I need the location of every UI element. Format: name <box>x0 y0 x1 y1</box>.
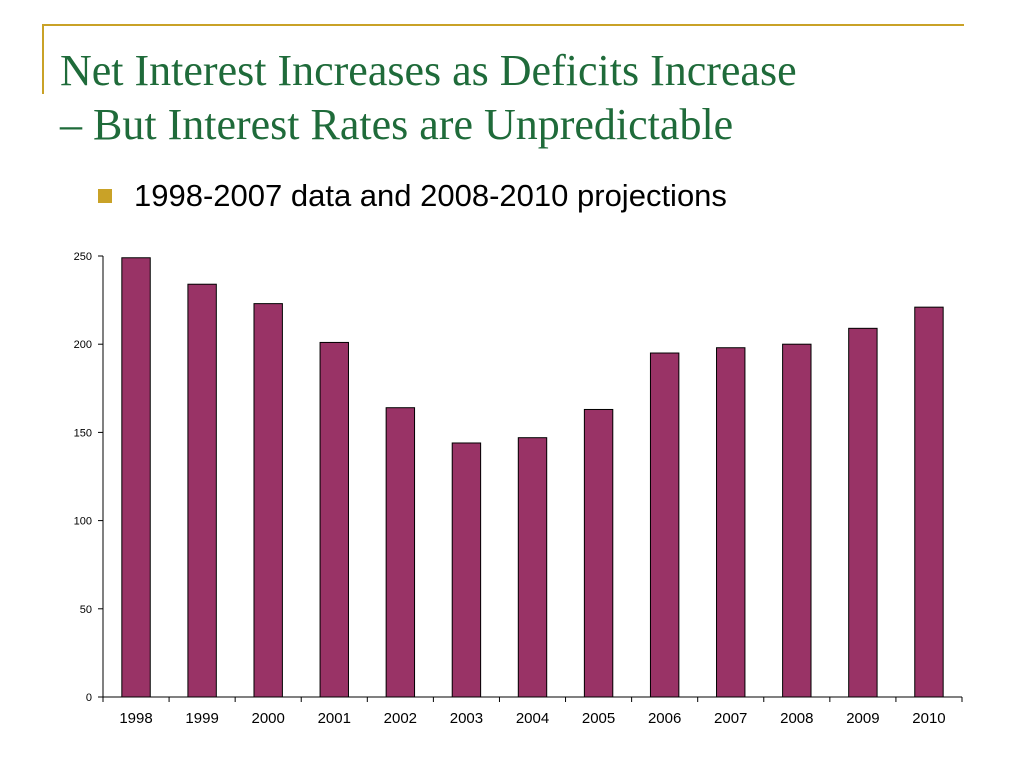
slide-title-line-2: – But Interest Rates are Unpredictable <box>60 100 734 149</box>
bar-1999 <box>187 283 217 698</box>
square-bullet-icon <box>98 189 112 203</box>
y-tick-label: 250 <box>74 251 92 263</box>
bar-2010 <box>914 306 944 698</box>
y-tick-label: 200 <box>74 339 92 351</box>
y-tick-label: 150 <box>74 427 92 439</box>
x-tick-label: 2009 <box>846 710 879 727</box>
x-tick-label: 2000 <box>252 710 285 727</box>
x-tick-label: 2002 <box>384 710 417 727</box>
bullet-text: 1998-2007 data and 2008-2010 projections <box>134 178 727 213</box>
bar-2001 <box>319 341 349 698</box>
bar-1998 <box>121 257 151 698</box>
bullet-item: 1998-2007 data and 2008-2010 projections <box>98 176 727 216</box>
bars <box>121 257 944 698</box>
x-tick-label: 2008 <box>780 710 813 727</box>
x-tick-label: 1999 <box>185 710 218 727</box>
slide-title-line-1: Net Interest Increases as Deficits Incre… <box>60 46 797 95</box>
y-tick-label: 50 <box>80 604 92 616</box>
slide-title: Net Interest Increases as Deficits Incre… <box>60 44 980 152</box>
y-tick-label: 100 <box>74 516 92 528</box>
bar-2008 <box>782 343 812 698</box>
y-tick-label: 0 <box>86 692 92 704</box>
x-tick-label: 2007 <box>714 710 747 727</box>
bar-2007 <box>716 347 746 698</box>
x-tick-label: 2010 <box>912 710 945 727</box>
y-axis: 0 50 100 150 200 250 <box>74 251 104 704</box>
bar-2009 <box>848 327 878 698</box>
x-tick-label: 2001 <box>318 710 351 727</box>
bar-2003 <box>451 442 482 698</box>
bar-2004 <box>517 437 548 698</box>
bar-2002 <box>385 407 416 698</box>
bar-2000 <box>253 303 283 698</box>
x-axis: 1998 1999 2000 2001 2002 2003 2004 2005 2006 2007… <box>102 696 963 727</box>
bar-2005 <box>583 408 614 698</box>
x-tick-label: 2005 <box>582 710 615 727</box>
accent-rule-top <box>42 24 964 26</box>
x-tick-label: 2006 <box>648 710 681 727</box>
x-tick-label: 2003 <box>450 710 483 727</box>
accent-rule-left <box>42 24 44 94</box>
x-tick-label: 2004 <box>516 710 549 727</box>
x-tick-label: 1998 <box>119 710 152 727</box>
bar-2006 <box>649 352 680 698</box>
